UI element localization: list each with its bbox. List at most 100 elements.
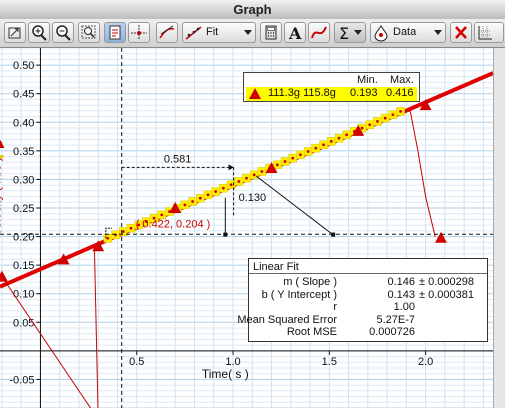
y-axis-label: Velocity ( m/s )	[0, 157, 3, 236]
fit-row-name: r	[333, 301, 337, 313]
chevron-down-icon	[244, 30, 252, 35]
data-point	[206, 193, 210, 197]
fit-row-name: Mean Squared Error	[237, 313, 337, 326]
data-point	[252, 173, 256, 177]
data-dropdown[interactable]: Data	[370, 22, 446, 43]
data-point	[137, 223, 141, 227]
svg-text:A: A	[288, 24, 302, 42]
data-dropdown-label: Data	[393, 26, 417, 38]
data-point	[237, 180, 241, 183]
legend-row[interactable]: 111.3g 115.8g 0.193 0.416	[246, 87, 417, 101]
crosshair-coordinate-label: ( 0.422, 0.204 )	[136, 218, 211, 230]
zoom-out-icon	[56, 25, 71, 41]
toolbar: Fit A Σ Data	[0, 19, 505, 48]
fit-row: b ( Y Intercept ) 0.143 ± 0.000381	[249, 289, 487, 301]
delta-x-label: 0.581	[164, 153, 192, 165]
fit-row-value: 0.146	[387, 276, 415, 288]
fit-row-value: 5.27E-7	[376, 313, 415, 326]
data-point	[360, 126, 364, 130]
triangle-marker	[92, 240, 105, 252]
data-point	[391, 113, 395, 117]
zoom-in-button[interactable]	[28, 22, 50, 43]
y-tick-label: 0.20	[13, 232, 34, 244]
legend-box[interactable]: Min. Max. 111.3g 115.8g 0.193 0.416	[243, 72, 420, 102]
data-point	[245, 176, 248, 180]
data-point	[129, 226, 133, 230]
zoom-in-icon	[32, 25, 47, 41]
triangle-marker-icon	[249, 88, 261, 99]
triangle-marker	[265, 162, 278, 173]
sigma-dropdown[interactable]: Σ	[334, 22, 366, 43]
legend-series-name: 111.3g 115.8g	[268, 87, 336, 99]
fit-row-name: Root MSE	[286, 326, 337, 338]
tangent-line-icon	[159, 25, 175, 39]
delete-button[interactable]	[450, 22, 472, 43]
chevron-down-icon	[434, 30, 442, 35]
integral-button[interactable]	[156, 22, 178, 43]
fit-row-value: 1.00	[393, 301, 415, 313]
data-point	[283, 160, 287, 163]
triangle-marker	[419, 99, 432, 111]
data-point	[229, 183, 233, 187]
grid-icon	[478, 26, 492, 40]
data-point	[198, 196, 202, 200]
triangle-marker	[169, 202, 182, 213]
y-tick-label: 0.30	[13, 174, 34, 186]
tangent-button[interactable]	[128, 22, 150, 43]
graph-canvas[interactable]: -0.05 0.05 0.10 0.15 0.20 0.25 0.30 0.35 0.40 0.4…	[0, 48, 493, 408]
data-point	[345, 133, 349, 137]
x-tick-label: 1.0	[225, 356, 240, 368]
delta-y-label: 0.130	[239, 192, 267, 204]
y-label-marker	[0, 140, 5, 148]
model-button[interactable]	[308, 22, 330, 43]
zoom-box-icon	[81, 25, 96, 39]
data-point	[191, 200, 194, 203]
legend-min-header: Min.	[357, 74, 378, 86]
grid-options-dropdown[interactable]	[474, 22, 504, 43]
text-a-icon: A	[288, 24, 302, 42]
delta-x-arrow	[228, 164, 234, 171]
fit-row-uncertainty: ± 0.000298	[419, 276, 474, 288]
fit-row-name: b ( Y Intercept )	[261, 288, 337, 301]
fit-row: r 1.00	[249, 301, 487, 313]
y-tick-label: 0.50	[13, 60, 34, 72]
fit-row-uncertainty: ± 0.000381	[419, 288, 474, 301]
legend-max-value: 0.416	[386, 87, 414, 99]
x-tick-label: 0.5	[129, 356, 144, 368]
data-point	[221, 186, 225, 190]
fit-row: Mean Squared Error 5.27E-7	[237, 313, 487, 326]
fit-box-title: Linear Fit	[253, 261, 299, 273]
data-point	[260, 170, 264, 173]
fit-row-value: 0.143	[387, 288, 415, 301]
data-point	[160, 213, 164, 217]
fit-dropdown-label: Fit	[206, 26, 219, 38]
y-tick-label: 0.40	[13, 117, 34, 129]
y-tick-label: 0.15	[13, 260, 34, 272]
autoscale-button[interactable]	[4, 22, 26, 43]
linear-fit-box[interactable]: Linear Fit m ( Slope ) 0.146 ± 0.000298 b (…	[237, 258, 488, 342]
x-tick-label: 1.5	[322, 356, 337, 368]
red-x-icon	[455, 26, 467, 39]
triangle-marker	[57, 253, 70, 265]
selection-handle	[331, 232, 336, 237]
examine-button[interactable]	[104, 22, 126, 43]
data-point	[329, 140, 333, 143]
fit-dropdown[interactable]: Fit	[182, 22, 256, 43]
right-scroll-strip[interactable]	[493, 48, 505, 408]
crosshair-icon	[131, 25, 147, 40]
y-tick-label: -0.05	[9, 374, 34, 386]
window-titlebar: Graph	[0, 0, 505, 20]
zoom-box-button[interactable]	[78, 22, 100, 43]
plot-area[interactable]: -0.05 0.05 0.10 0.15 0.20 0.25 0.30 0.35 0.40 0.4…	[0, 48, 493, 408]
statistics-button[interactable]	[260, 22, 282, 43]
data-point	[214, 190, 218, 193]
curve-icon	[311, 26, 327, 39]
data-point	[368, 123, 372, 127]
fit-connector	[255, 175, 334, 236]
window-title: Graph	[233, 2, 272, 17]
zoom-out-button[interactable]	[52, 22, 74, 43]
fit-row: m ( Slope ) 0.146 ± 0.000298	[249, 276, 487, 288]
data-point	[376, 120, 379, 123]
data-point	[383, 116, 387, 120]
text-annotation-button[interactable]: A	[284, 22, 306, 43]
